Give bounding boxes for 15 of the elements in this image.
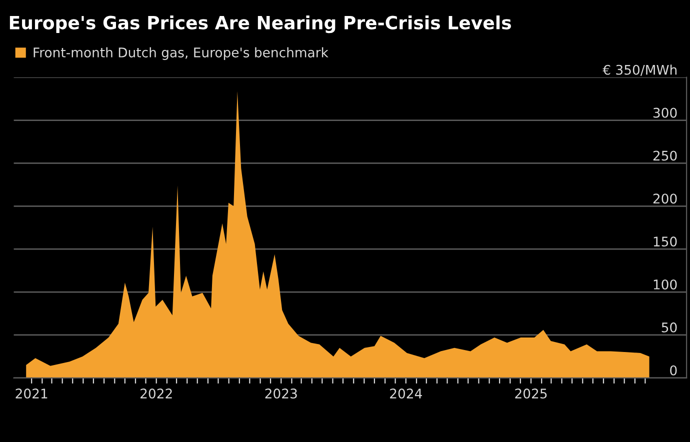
y-tick-label: 250	[653, 150, 677, 161]
legend-label: Front-month Dutch gas, Europe's benchmark	[34, 47, 328, 60]
x-tick-label: 2021	[16, 388, 48, 399]
chart-title: Europe's Gas Prices Are Nearing Pre-Crisis Levels	[10, 15, 511, 34]
y-tick-label: 100	[654, 280, 677, 290]
x-tick-label: 2024	[390, 388, 422, 399]
y-tick-label: € 350/MWh	[602, 64, 677, 76]
y-tick-label: 150	[654, 236, 677, 247]
y-tick-label: 0	[670, 365, 677, 376]
y-tick-label: 300	[653, 108, 677, 118]
x-tick-label: 2022	[140, 388, 172, 399]
y-tick-label: 50	[662, 322, 677, 332]
x-tick-label: 2023	[265, 388, 297, 399]
y-tick-label: 200	[653, 194, 677, 204]
x-tick-label: 2025	[515, 388, 547, 399]
